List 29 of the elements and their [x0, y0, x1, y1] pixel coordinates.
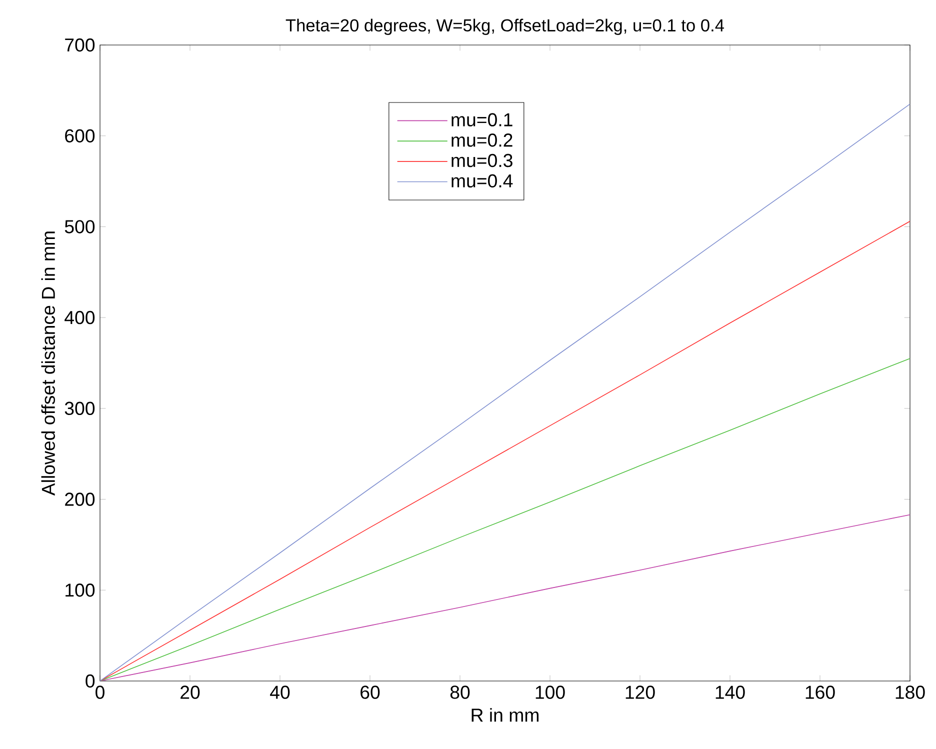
x-tick-label: 160 [806, 686, 835, 699]
legend-label: mu=0.1 [452, 113, 512, 126]
x-axis-title: R in mm [472, 708, 538, 722]
x-tick-label: 80 [450, 686, 470, 699]
line-series [100, 220, 910, 681]
line-series [100, 514, 910, 681]
x-tick-label: 120 [626, 686, 655, 699]
x-tick-label: 60 [360, 686, 380, 699]
legend-label: mu=0.3 [452, 154, 512, 168]
x-tick-label: 20 [180, 686, 200, 699]
legend-label: mu=0.4 [452, 174, 513, 188]
x-tick-label: 40 [270, 686, 290, 699]
y-tick-label: 0 [86, 674, 95, 688]
line-series [100, 358, 910, 681]
y-tick-label: 100 [66, 584, 95, 597]
x-tick-label: 180 [896, 686, 925, 699]
y-tick-label: 500 [64, 220, 95, 234]
legend-label: mu=0.2 [452, 134, 512, 147]
y-tick-label: 700 [65, 38, 95, 52]
chart-title: Theta=20 degrees, W=5kg, OffsetLoad=2kg, u=0.1 to 0.4 [286, 18, 724, 35]
y-axis-title: Allowed offset distance D in mm [41, 232, 56, 496]
x-tick-label: 0 [96, 686, 104, 699]
y-tick-label: 400 [64, 310, 95, 324]
x-tick-label: 140 [716, 686, 745, 699]
y-tick-label: 600 [65, 129, 95, 142]
line-series [100, 104, 910, 681]
x-tick-label: 100 [536, 686, 565, 699]
y-tick-label: 300 [64, 402, 95, 416]
y-tick-label: 200 [65, 492, 95, 506]
